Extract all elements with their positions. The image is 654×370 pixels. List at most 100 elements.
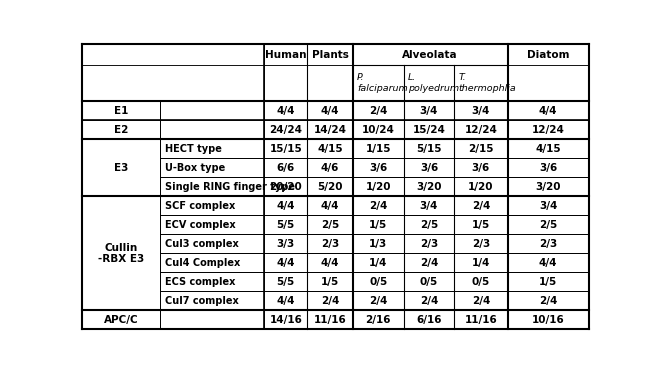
Bar — [353, 310, 404, 329]
Bar — [353, 139, 404, 158]
Text: 12/24: 12/24 — [464, 125, 497, 135]
Text: 1/20: 1/20 — [366, 182, 391, 192]
Text: 11/16: 11/16 — [464, 315, 497, 325]
Text: 4/15: 4/15 — [535, 144, 561, 154]
Text: Plants: Plants — [312, 50, 349, 60]
Text: 2/15: 2/15 — [468, 144, 494, 154]
Bar — [404, 65, 455, 101]
Bar — [404, 101, 455, 120]
Text: 4/4: 4/4 — [321, 201, 339, 211]
Text: APC/C: APC/C — [104, 315, 139, 325]
Bar — [404, 215, 455, 234]
Bar — [264, 234, 307, 253]
Text: E2: E2 — [114, 125, 128, 135]
Bar — [353, 196, 404, 215]
Text: Cullin
-RBX E3: Cullin -RBX E3 — [98, 242, 144, 264]
Bar — [508, 158, 589, 177]
Bar — [307, 215, 353, 234]
Bar — [307, 120, 353, 139]
Bar — [455, 158, 508, 177]
Bar — [508, 139, 589, 158]
Text: 3/6: 3/6 — [369, 163, 387, 173]
Bar — [307, 310, 353, 329]
Text: 3/4: 3/4 — [420, 106, 438, 116]
Bar — [82, 101, 160, 120]
Text: 24/24: 24/24 — [269, 125, 302, 135]
Bar — [508, 120, 589, 139]
Bar — [404, 234, 455, 253]
Text: 2/4: 2/4 — [472, 201, 490, 211]
Bar — [404, 253, 455, 272]
Text: 1/3: 1/3 — [369, 239, 387, 249]
Bar — [160, 253, 264, 272]
Text: 3/6: 3/6 — [472, 163, 490, 173]
Text: 2/4: 2/4 — [420, 258, 438, 268]
Bar — [404, 139, 455, 158]
Text: 1/5: 1/5 — [321, 277, 339, 287]
Bar — [264, 310, 307, 329]
Bar — [508, 65, 589, 101]
Bar — [353, 44, 508, 65]
Text: 4/4: 4/4 — [277, 106, 295, 116]
Bar — [307, 139, 353, 158]
Text: 6/6: 6/6 — [277, 163, 295, 173]
Bar — [353, 65, 404, 101]
Text: ECS complex: ECS complex — [165, 277, 235, 287]
Text: 2/4: 2/4 — [420, 296, 438, 306]
Text: 3/6: 3/6 — [420, 163, 438, 173]
Text: 3/20: 3/20 — [536, 182, 560, 192]
Text: 0/5: 0/5 — [472, 277, 490, 287]
Bar — [307, 196, 353, 215]
Bar — [160, 158, 264, 177]
Bar — [82, 65, 264, 101]
Bar — [160, 310, 264, 329]
Bar — [508, 196, 589, 215]
Text: 5/15: 5/15 — [416, 144, 441, 154]
Text: T.
thermophlia: T. thermophlia — [458, 74, 516, 93]
Text: 10/16: 10/16 — [532, 315, 564, 325]
Bar — [307, 291, 353, 310]
Bar — [82, 310, 160, 329]
Bar — [455, 120, 508, 139]
Bar — [264, 215, 307, 234]
Text: 2/16: 2/16 — [366, 315, 391, 325]
Bar — [82, 120, 160, 139]
Text: 14/24: 14/24 — [314, 125, 347, 135]
Bar — [307, 158, 353, 177]
Bar — [264, 291, 307, 310]
Text: 2/3: 2/3 — [472, 239, 490, 249]
Bar — [353, 120, 404, 139]
Bar — [264, 158, 307, 177]
Text: 5/5: 5/5 — [277, 277, 295, 287]
Bar — [160, 120, 264, 139]
Text: 1/4: 1/4 — [472, 258, 490, 268]
Text: 2/3: 2/3 — [321, 239, 339, 249]
Text: 1/20: 1/20 — [468, 182, 494, 192]
Text: 6/16: 6/16 — [416, 315, 441, 325]
Text: HECT type: HECT type — [165, 144, 222, 154]
Text: Cul3 complex: Cul3 complex — [165, 239, 239, 249]
Bar — [508, 310, 589, 329]
Text: 4/4: 4/4 — [539, 106, 557, 116]
Bar — [82, 139, 160, 196]
Bar — [160, 291, 264, 310]
Bar — [508, 177, 589, 196]
Bar — [264, 120, 307, 139]
Text: Alveolata: Alveolata — [402, 50, 458, 60]
Text: Human: Human — [265, 50, 307, 60]
Bar — [160, 234, 264, 253]
Text: 12/24: 12/24 — [532, 125, 564, 135]
Bar — [508, 234, 589, 253]
Text: U-Box type: U-Box type — [165, 163, 226, 173]
Text: 5/5: 5/5 — [277, 220, 295, 230]
Bar — [160, 196, 264, 215]
Text: 11/16: 11/16 — [314, 315, 347, 325]
Bar — [264, 253, 307, 272]
Text: Diatom: Diatom — [527, 50, 569, 60]
Bar — [455, 272, 508, 291]
Text: 2/4: 2/4 — [369, 201, 387, 211]
Bar — [508, 253, 589, 272]
Bar — [307, 65, 353, 101]
Text: 2/5: 2/5 — [420, 220, 438, 230]
Bar — [307, 234, 353, 253]
